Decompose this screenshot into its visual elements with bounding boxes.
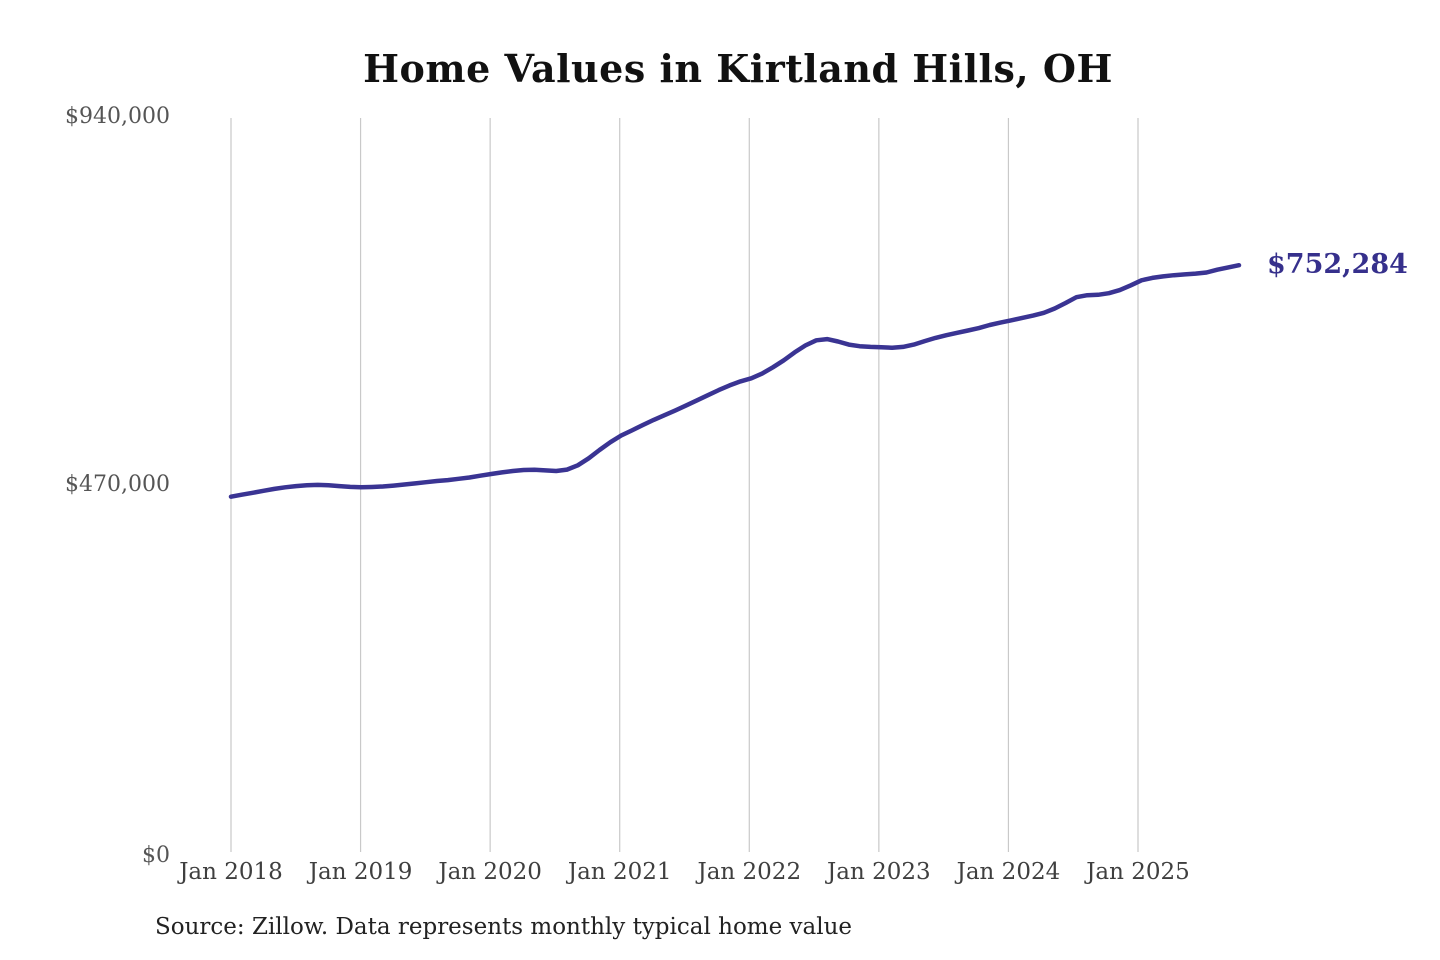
home-value-line [228,262,1242,499]
x-axis-label: Jan 2023 [827,859,931,885]
x-axis-label: Jan 2021 [567,859,672,885]
y-axis-label-0: $0 [142,843,170,868]
x-axis-label: Jan 2025 [1086,859,1190,885]
x-axis-label: Jan 2024 [956,859,1061,885]
x-axis-label: Jan 2022 [697,859,802,885]
x-axis-label: Jan 2018 [179,859,283,885]
end-value-label: $752,284 [1267,249,1408,281]
chart-title: Home Values in Kirtland Hills, OH [363,46,1113,91]
gridlines [230,118,1139,852]
x-axis-label: Jan 2019 [308,859,413,885]
y-axis-label-940000: $940,000 [65,104,170,129]
source-note: Source: Zillow. Data represents monthly … [155,914,853,940]
y-axis-label-470000: $470,000 [65,472,170,497]
x-axis-label: Jan 2020 [438,859,542,885]
